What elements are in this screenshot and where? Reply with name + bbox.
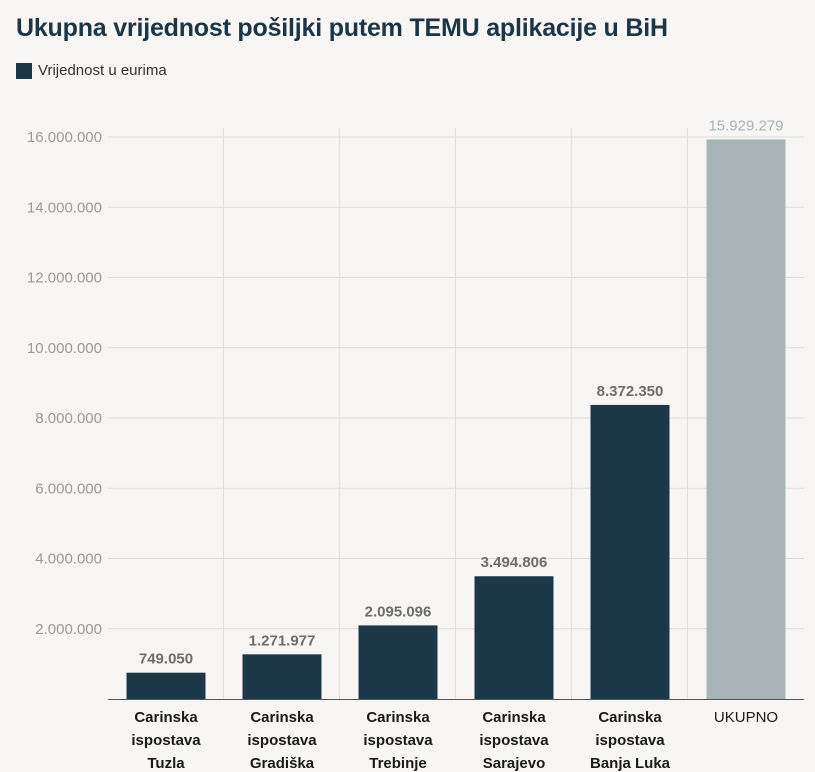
y-tick-label: 4.000.000 [35,551,102,568]
data-label: 3.494.806 [481,554,548,571]
y-tick-label: 2.000.000 [35,621,102,638]
y-tick-label: 6.000.000 [35,480,102,497]
legend-label: Vrijednost u eurima [38,62,167,79]
bar [358,625,438,699]
x-tick-label: Carinska ispostava Trebinje [363,709,433,772]
bar [590,404,670,699]
x-tick-label: Carinska ispostava Gradiška [247,709,317,772]
bar [242,654,322,699]
bar [474,576,554,699]
y-tick-label: 10.000.000 [27,340,102,357]
y-tick-label: 14.000.000 [27,199,102,216]
total-bar [706,139,786,699]
legend: Vrijednost u eurima [16,62,167,79]
y-tick-label: 16.000.000 [27,129,102,146]
chart-title: Ukupna vrijednost pošiljki putem TEMU ap… [16,14,668,42]
x-tick-label: Carinska ispostava Tuzla [131,709,201,772]
bar [126,672,206,699]
y-tick-label: 12.000.000 [27,270,102,287]
data-label: 15.929.279 [708,117,783,134]
y-tick-label: 8.000.000 [35,410,102,427]
data-label: 1.271.977 [249,632,316,649]
data-label: 749.050 [139,651,193,668]
x-tick-label: UKUPNO [714,709,778,726]
x-tick-label: Carinska ispostava Sarajevo [479,709,549,772]
data-label: 2.095.096 [365,603,432,620]
x-tick-label: Carinska ispostava Banja Luka [590,709,671,772]
data-label: 8.372.350 [597,383,664,400]
legend-swatch [16,62,32,79]
